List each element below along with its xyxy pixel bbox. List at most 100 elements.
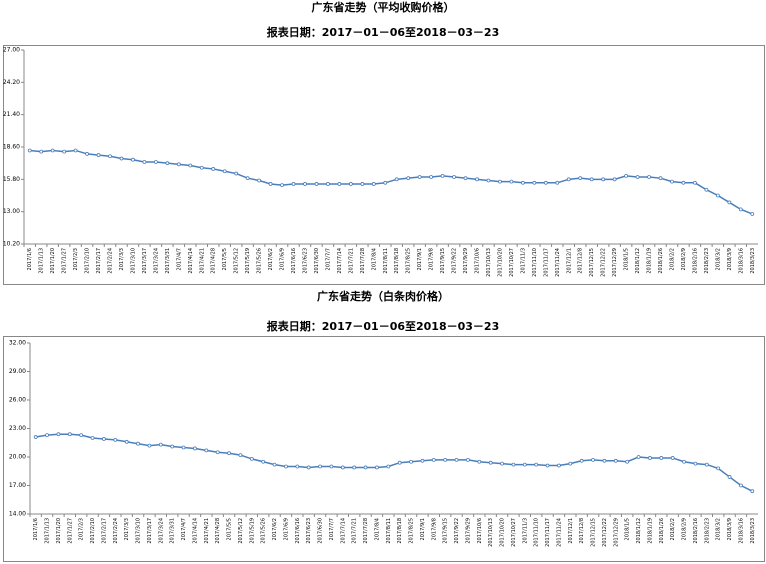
point-marker	[463, 176, 468, 181]
x-tick-label: 2017/5/12	[238, 518, 244, 544]
x-tick-label: 2017/2/24	[108, 248, 114, 274]
x-tick-label: 2018/3/2	[716, 518, 722, 540]
x-tick-label: 2017/2/24	[113, 518, 119, 544]
y-tick-label: 17.00	[9, 482, 26, 489]
x-tick-label: 2018/3/23	[750, 248, 756, 274]
x-tick-label: 2017/9/22	[454, 518, 460, 544]
point-marker	[56, 432, 61, 437]
point-marker	[363, 465, 368, 470]
point-marker	[625, 459, 630, 464]
point-marker	[452, 175, 456, 179]
x-tick-label: 2018/2/2	[669, 248, 675, 270]
point-marker	[727, 200, 732, 205]
point-marker	[257, 178, 262, 183]
point-marker	[360, 182, 365, 186]
x-tick-label: 2017/4/14	[188, 248, 194, 274]
x-tick-label: 2018/3/16	[738, 248, 744, 274]
point-marker	[636, 455, 641, 459]
point-marker	[108, 154, 112, 159]
x-tick-label: 2018/3/23	[750, 518, 756, 544]
point-marker	[431, 457, 436, 462]
point-marker	[429, 175, 434, 179]
y-tick-label: 13.00	[3, 208, 20, 215]
x-tick-label: 2018/1/12	[636, 518, 642, 544]
x-tick-label: 2017/11/10	[532, 248, 538, 277]
point-marker	[142, 160, 147, 164]
y-tick-label: 23.00	[9, 425, 26, 432]
x-tick-label: 2017/5/19	[245, 248, 251, 274]
point-marker	[272, 462, 277, 467]
x-tick-label: 2017/4/21	[199, 248, 205, 274]
y-tick-label: 18.60	[3, 144, 20, 151]
y-tick-label: 20.00	[9, 454, 26, 461]
x-tick-label: 2017/6/23	[306, 518, 312, 544]
point-marker	[234, 171, 239, 176]
x-tick-label: 2017/11/17	[545, 518, 551, 547]
x-tick-label: 2018/1/19	[647, 518, 653, 544]
point-marker	[291, 182, 296, 186]
chart-frame	[3, 336, 765, 562]
point-marker	[704, 462, 709, 467]
point-marker	[602, 458, 607, 463]
point-marker	[371, 182, 376, 186]
x-tick-label: 2017/7/21	[352, 518, 358, 544]
x-tick-label: 2017/9/22	[452, 248, 458, 274]
point-marker	[693, 461, 698, 466]
x-tick-label: 2017/3/3	[119, 248, 125, 270]
x-tick-label: 2017/11/3	[520, 248, 526, 274]
x-tick-label: 2017/11/17	[543, 248, 549, 277]
y-tick-label: 15.80	[3, 176, 20, 183]
point-marker	[750, 212, 755, 216]
x-tick-label: 2017/8/18	[397, 518, 403, 544]
point-marker	[420, 458, 425, 463]
point-marker	[601, 177, 606, 182]
point-marker	[238, 453, 243, 458]
x-tick-label: 2018/1/19	[647, 248, 653, 274]
x-tick-label: 2017/11/24	[555, 248, 561, 277]
point-marker	[176, 162, 181, 167]
point-marker	[511, 462, 516, 467]
x-tick-label: 2018/1/26	[659, 518, 665, 544]
point-marker	[119, 156, 124, 161]
point-marker	[534, 462, 539, 467]
point-marker	[204, 448, 209, 453]
point-marker	[158, 442, 163, 447]
point-marker	[96, 153, 101, 157]
x-tick-label: 2017/8/25	[409, 518, 415, 544]
point-marker	[578, 176, 583, 181]
y-tick-label: 26.00	[9, 397, 26, 404]
y-tick-label: 32.00	[9, 340, 26, 347]
point-marker	[90, 436, 95, 440]
point-marker	[739, 483, 743, 488]
point-marker	[73, 148, 78, 153]
point-marker	[397, 460, 402, 465]
point-marker	[45, 433, 49, 438]
point-marker	[79, 433, 84, 438]
point-marker	[520, 180, 525, 185]
point-marker	[566, 177, 571, 182]
point-marker	[124, 439, 129, 444]
point-marker	[488, 460, 493, 465]
x-tick-label: 2017/7/21	[348, 248, 354, 274]
x-tick-label: 2017/1/6	[27, 248, 33, 270]
x-tick-label: 2017/3/24	[153, 248, 159, 274]
x-tick-label: 2017/4/28	[211, 248, 217, 274]
point-marker	[348, 182, 353, 186]
point-marker	[477, 459, 482, 464]
x-tick-label: 2017/6/16	[291, 248, 297, 274]
x-tick-label: 2017/12/29	[613, 518, 619, 547]
x-tick-label: 2017/1/20	[50, 248, 56, 274]
point-marker	[62, 149, 67, 154]
x-tick-label: 2017/4/7	[176, 248, 182, 270]
x-tick-label: 2017/5/19	[249, 518, 255, 544]
point-marker	[659, 456, 664, 460]
point-marker	[647, 175, 651, 179]
point-marker	[147, 443, 152, 448]
point-marker	[227, 451, 231, 456]
x-tick-label: 2017/2/17	[96, 248, 102, 274]
point-marker	[670, 179, 674, 184]
x-tick-label: 2017/5/12	[234, 248, 240, 274]
point-marker	[249, 456, 254, 461]
point-marker	[417, 175, 422, 179]
point-marker	[648, 456, 652, 460]
